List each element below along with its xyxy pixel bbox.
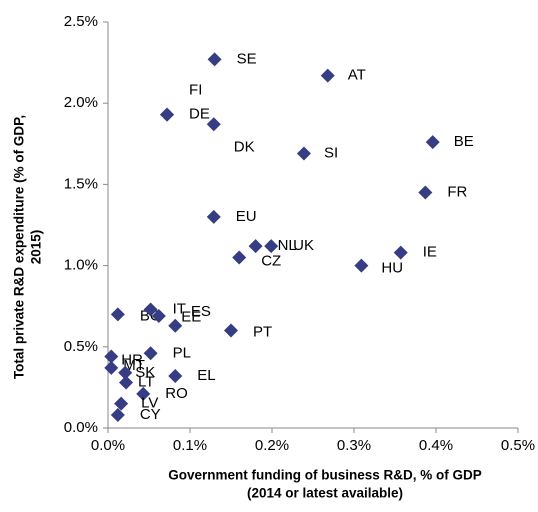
x-tick-label: 0.1% — [173, 437, 207, 454]
point-label: DE — [189, 106, 210, 123]
point-label: ES — [191, 303, 211, 320]
y-tick-label: 0.0% — [64, 419, 98, 436]
x-tick-label: 0.4% — [419, 437, 453, 454]
point-label: EE — [181, 309, 201, 326]
point-label: SK — [135, 364, 155, 381]
point — [296, 146, 311, 161]
point — [136, 386, 151, 401]
point — [264, 239, 279, 254]
point — [110, 408, 125, 423]
point-label: RO — [165, 385, 188, 402]
point-label: EU — [236, 208, 257, 225]
point — [104, 360, 119, 375]
point-label: LV — [141, 395, 158, 412]
point-label: DK — [234, 138, 255, 155]
point — [354, 258, 369, 273]
point-label: BE — [454, 133, 474, 150]
point — [425, 135, 440, 150]
point-label: FR — [447, 183, 467, 200]
point — [160, 107, 175, 122]
point-label: HU — [381, 260, 403, 277]
point-label: SE — [237, 50, 257, 67]
point — [114, 396, 129, 411]
x-axis-title: (2014 or latest available) — [247, 486, 403, 501]
point — [418, 185, 433, 200]
point — [207, 52, 222, 67]
y-tick-label: 2.0% — [64, 94, 98, 111]
point — [232, 250, 247, 265]
point — [143, 346, 158, 361]
point-label: CZ — [261, 252, 281, 269]
point — [224, 323, 238, 338]
point — [168, 318, 183, 333]
point-label: PL — [173, 344, 191, 361]
point — [320, 68, 335, 83]
point-label: LT — [138, 373, 154, 390]
point — [143, 302, 158, 317]
x-tick-label: 0.2% — [255, 437, 289, 454]
point-label: SI — [324, 145, 338, 162]
x-tick-label: 0.3% — [337, 437, 371, 454]
point-label: IT — [173, 300, 186, 317]
y-tick-label: 1.0% — [64, 257, 98, 274]
point — [168, 369, 183, 384]
y-tick-label: 0.5% — [64, 338, 98, 355]
point-label: FI — [189, 82, 202, 99]
point — [248, 239, 263, 254]
point — [206, 209, 221, 224]
y-axis-title: Total private R&D expenditure (% of GDP, — [12, 115, 27, 379]
point — [110, 307, 125, 322]
point-label: IE — [423, 244, 437, 261]
point-label: NL — [278, 237, 297, 254]
point-label: CY — [140, 406, 161, 423]
point-label: HR — [121, 352, 143, 369]
point-label: PT — [253, 324, 272, 341]
point — [393, 245, 408, 260]
point — [104, 349, 119, 364]
point — [206, 117, 221, 132]
y-axis-title: 2015) — [29, 230, 44, 265]
y-tick-label: 2.5% — [64, 13, 98, 30]
point-label: EL — [197, 367, 215, 384]
point — [118, 365, 133, 380]
y-tick-label: 1.5% — [64, 175, 98, 192]
x-tick-label: 0.0% — [91, 437, 125, 454]
point — [119, 375, 134, 390]
x-tick-label: 0.5% — [501, 437, 535, 454]
x-axis-title: Government funding of business R&D, % of… — [168, 468, 482, 483]
point-label: AT — [348, 67, 366, 84]
point — [151, 308, 166, 323]
point-label: UK — [293, 237, 314, 254]
